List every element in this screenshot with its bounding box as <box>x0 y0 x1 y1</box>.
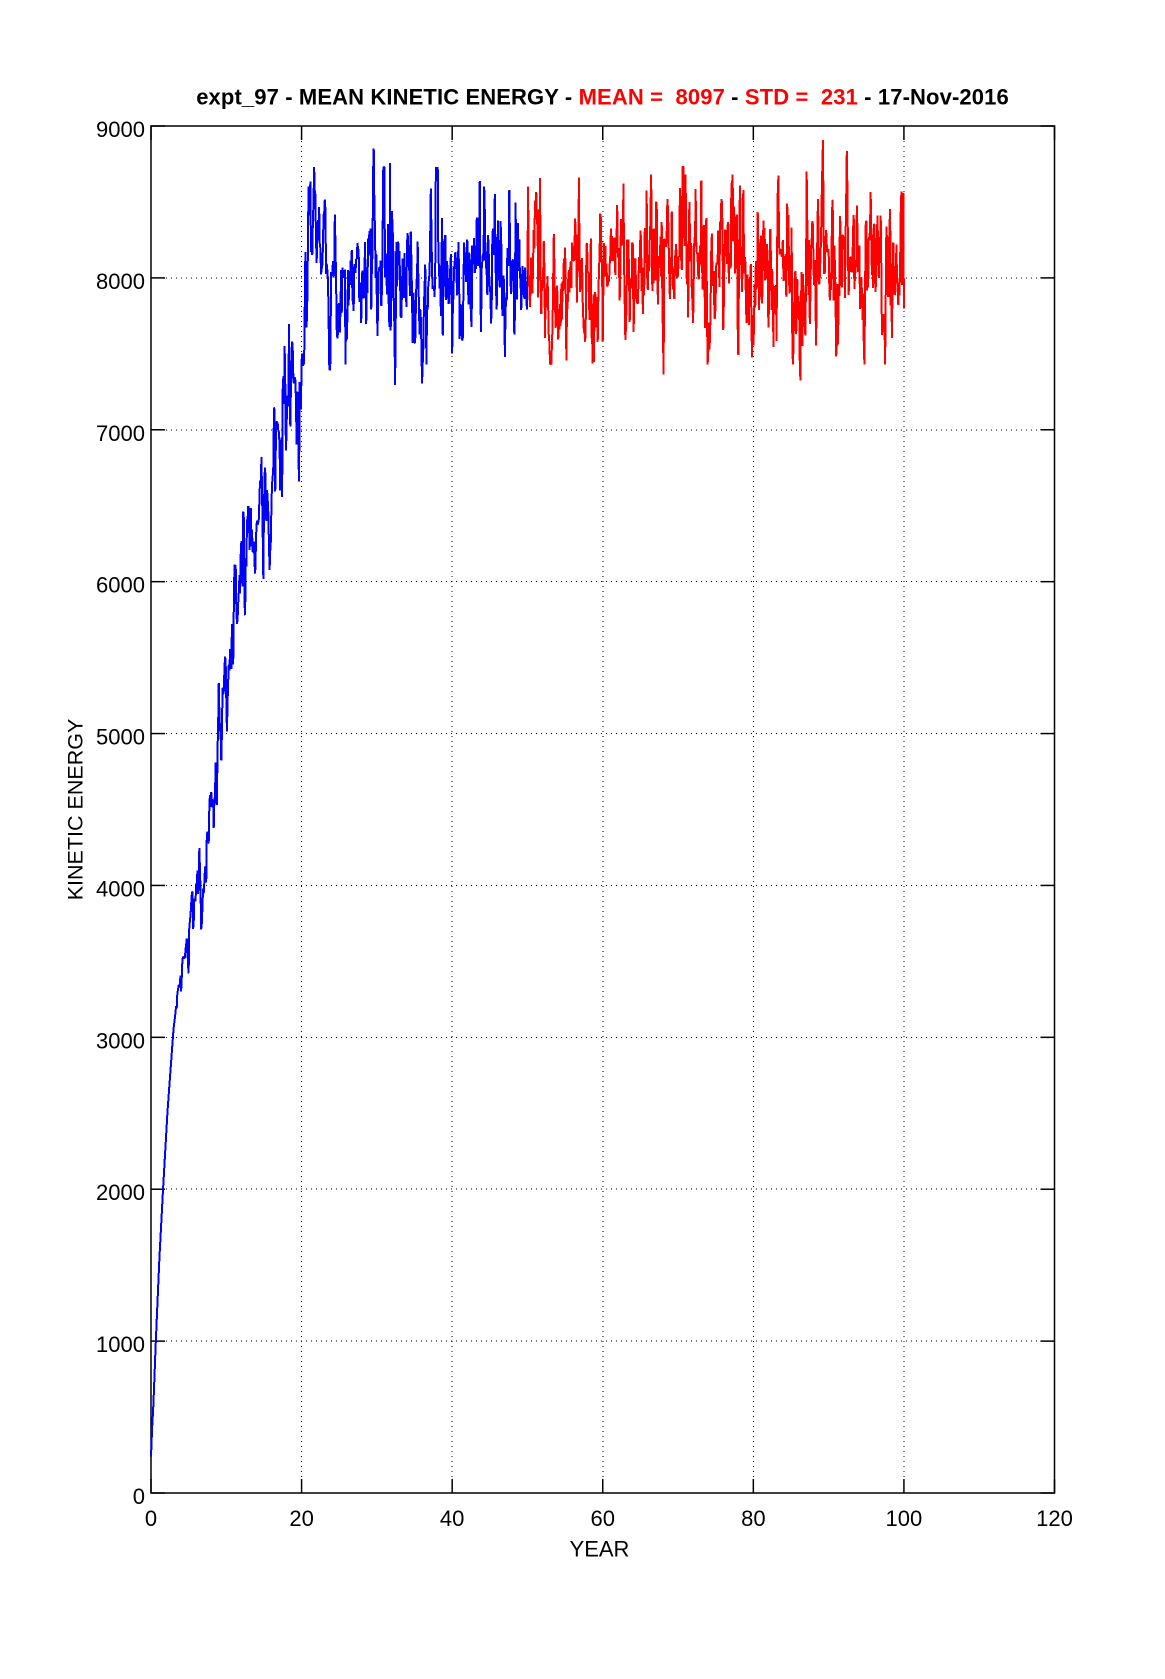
svg-text:60: 60 <box>591 1506 615 1531</box>
svg-text:120: 120 <box>1036 1506 1073 1531</box>
svg-text:5000: 5000 <box>96 725 145 750</box>
svg-text:expt_97 - MEAN KINETIC ENERGY: expt_97 - MEAN KINETIC ENERGY - MEAN = 8… <box>196 85 1009 110</box>
svg-text:9000: 9000 <box>96 117 145 142</box>
svg-text:0: 0 <box>133 1484 145 1509</box>
svg-text:6000: 6000 <box>96 573 145 598</box>
svg-text:7000: 7000 <box>96 421 145 446</box>
svg-text:1000: 1000 <box>96 1332 145 1357</box>
svg-text:20: 20 <box>289 1506 313 1531</box>
svg-text:2000: 2000 <box>96 1180 145 1205</box>
svg-text:3000: 3000 <box>96 1028 145 1053</box>
svg-text:KINETIC ENERGY: KINETIC ENERGY <box>64 719 88 901</box>
svg-text:100: 100 <box>886 1506 923 1531</box>
svg-text:40: 40 <box>440 1506 464 1531</box>
svg-text:YEAR: YEAR <box>570 1536 630 1561</box>
svg-text:4000: 4000 <box>96 876 145 901</box>
svg-text:80: 80 <box>741 1506 765 1531</box>
svg-text:0: 0 <box>145 1506 157 1531</box>
svg-text:8000: 8000 <box>96 269 145 294</box>
